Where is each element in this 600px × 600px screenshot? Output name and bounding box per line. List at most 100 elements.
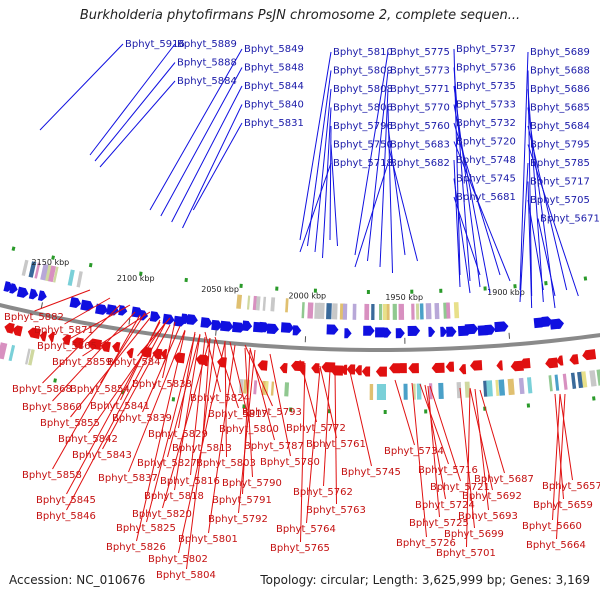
gene-label-bottom[interactable]: Bphyt_5845	[36, 495, 96, 506]
plus-strand-gene[interactable]	[541, 316, 553, 327]
gene-label-bottom[interactable]: Bphyt_5793	[242, 407, 302, 418]
gene-label-bottom[interactable]: Bphyt_5865	[37, 341, 97, 352]
gene-label-top[interactable]: Bphyt_5682	[390, 158, 450, 169]
gene-label-top[interactable]: Bphyt_5916	[125, 39, 185, 50]
gene-label-bottom[interactable]: Bphyt_5745	[341, 467, 401, 478]
gene-label-bottom[interactable]: Bphyt_5664	[526, 540, 586, 551]
plus-strand-gene[interactable]	[80, 299, 94, 312]
gene-label-top[interactable]: Bphyt_5717	[530, 177, 590, 188]
gene-label-bottom[interactable]: Bphyt_5858	[22, 470, 82, 481]
gene-label-top[interactable]: Bphyt_5884	[177, 76, 237, 87]
gene-label-top[interactable]: Bphyt_5689	[530, 47, 590, 58]
plus-strand-gene[interactable]	[280, 322, 294, 333]
plus-strand-gene[interactable]	[428, 326, 436, 337]
plus-strand-gene[interactable]	[484, 324, 496, 336]
gene-label-bottom[interactable]: Bphyt_5701	[436, 548, 496, 559]
gene-label-top[interactable]: Bphyt_5745	[456, 174, 516, 185]
plus-strand-gene[interactable]	[95, 303, 109, 316]
plus-strand-gene[interactable]	[464, 323, 479, 335]
gene-label-top[interactable]: Bphyt_5888	[177, 58, 237, 69]
plus-strand-gene[interactable]	[395, 328, 405, 339]
gene-label-bottom[interactable]: Bphyt_5787	[244, 441, 304, 452]
gene-label-bottom[interactable]: Bphyt_5855	[40, 418, 100, 429]
gene-label-bottom[interactable]: Bphyt_5772	[286, 423, 346, 434]
gene-label-bottom[interactable]: Bphyt_5854	[70, 384, 130, 395]
minus-strand-gene[interactable]	[396, 363, 407, 374]
plus-strand-gene[interactable]	[16, 286, 30, 299]
minus-strand-gene[interactable]	[470, 360, 483, 371]
minus-strand-gene[interactable]	[279, 363, 288, 374]
gene-label-bottom[interactable]: Bphyt_5790	[222, 478, 282, 489]
gene-label-top[interactable]: Bphyt_5705	[530, 195, 590, 206]
plus-strand-gene[interactable]	[326, 324, 339, 335]
gene-label-bottom[interactable]: Bphyt_5841	[90, 401, 150, 412]
gene-label-bottom[interactable]: Bphyt_5838	[132, 379, 192, 390]
minus-strand-gene[interactable]	[39, 330, 48, 342]
minus-strand-gene[interactable]	[47, 331, 56, 343]
gene-label-bottom[interactable]: Bphyt_5825	[116, 523, 176, 534]
gene-label-bottom[interactable]: Bphyt_5725	[409, 518, 469, 529]
plus-strand-gene[interactable]	[186, 314, 199, 325]
minus-strand-gene[interactable]	[87, 338, 103, 351]
plus-strand-gene[interactable]	[37, 290, 48, 301]
minus-strand-gene[interactable]	[111, 341, 121, 353]
gene-label-top[interactable]: Bphyt_5684	[530, 121, 590, 132]
gene-label-top[interactable]: Bphyt_5848	[244, 63, 304, 74]
gene-label-top[interactable]: Bphyt_5720	[456, 137, 516, 148]
gene-label-bottom[interactable]: Bphyt_5660	[522, 521, 582, 532]
plus-strand-gene[interactable]	[242, 320, 253, 332]
minus-strand-gene[interactable]	[431, 362, 445, 373]
gene-label-top[interactable]: Bphyt_5809	[333, 66, 393, 77]
gene-label-top[interactable]: Bphyt_5737	[456, 44, 516, 55]
plus-strand-gene[interactable]	[149, 311, 161, 322]
minus-strand-gene[interactable]	[160, 348, 168, 360]
minus-strand-gene[interactable]	[11, 325, 23, 337]
minus-strand-gene[interactable]	[496, 360, 503, 371]
gene-label-bottom[interactable]: Bphyt_5817	[208, 409, 268, 420]
minus-strand-gene[interactable]	[3, 322, 15, 334]
gene-label-bottom[interactable]: Bphyt_5657	[542, 481, 600, 492]
gene-label-top[interactable]: Bphyt_5831	[244, 118, 304, 129]
gene-label-bottom[interactable]: Bphyt_5818	[144, 491, 204, 502]
plus-strand-gene[interactable]	[131, 306, 144, 319]
plus-strand-gene[interactable]	[407, 325, 421, 336]
gene-label-bottom[interactable]: Bphyt_5842	[58, 434, 118, 445]
gene-label-bottom[interactable]: Bphyt_5824	[190, 393, 250, 404]
gene-label-bottom[interactable]: Bphyt_5859	[52, 357, 112, 368]
gene-label-top[interactable]: Bphyt_5748	[456, 155, 516, 166]
minus-strand-gene[interactable]	[330, 365, 344, 376]
gene-label-bottom[interactable]: Bphyt_5693	[458, 511, 518, 522]
gene-label-bottom[interactable]: Bphyt_5860	[22, 402, 82, 413]
gene-label-bottom[interactable]: Bphyt_5882	[4, 312, 64, 323]
gene-label-top[interactable]: Bphyt_5775	[390, 47, 450, 58]
minus-strand-gene[interactable]	[340, 364, 348, 375]
gene-label-bottom[interactable]: Bphyt_5762	[293, 487, 353, 498]
minus-strand-gene[interactable]	[545, 357, 559, 369]
gene-label-bottom[interactable]: Bphyt_5780	[260, 457, 320, 468]
gene-label-bottom[interactable]: Bphyt_5804	[156, 570, 216, 581]
plus-strand-gene[interactable]	[494, 321, 509, 333]
plus-strand-gene[interactable]	[440, 326, 448, 337]
plus-strand-gene[interactable]	[266, 323, 279, 335]
gene-label-bottom[interactable]: Bphyt_5871	[34, 325, 94, 336]
minus-strand-gene[interactable]	[459, 364, 467, 375]
plus-strand-gene[interactable]	[9, 283, 19, 294]
plus-strand-gene[interactable]	[292, 325, 302, 336]
gene-label-top[interactable]: Bphyt_5686	[530, 84, 590, 95]
gene-label-top[interactable]: Bphyt_5773	[390, 66, 450, 77]
minus-strand-gene[interactable]	[27, 327, 42, 340]
gene-label-bottom[interactable]: Bphyt_5800	[219, 424, 279, 435]
plus-strand-gene[interactable]	[259, 321, 270, 333]
plus-strand-gene[interactable]	[200, 317, 213, 328]
minus-strand-gene[interactable]	[354, 365, 362, 376]
gene-label-bottom[interactable]: Bphyt_5687	[474, 474, 534, 485]
gene-label-bottom[interactable]: Bphyt_5716	[418, 465, 478, 476]
gene-label-bottom[interactable]: Bphyt_5827	[137, 458, 197, 469]
gene-label-bottom[interactable]: Bphyt_5659	[533, 500, 593, 511]
gene-label-bottom[interactable]: Bphyt_5721	[430, 482, 490, 493]
gene-label-bottom[interactable]: Bphyt_5843	[72, 450, 132, 461]
gene-label-bottom[interactable]: Bphyt_5802	[148, 554, 208, 565]
gene-label-top[interactable]: Bphyt_5671	[540, 214, 600, 225]
minus-strand-gene[interactable]	[100, 341, 111, 353]
gene-label-top[interactable]: Bphyt_5732	[456, 118, 516, 129]
